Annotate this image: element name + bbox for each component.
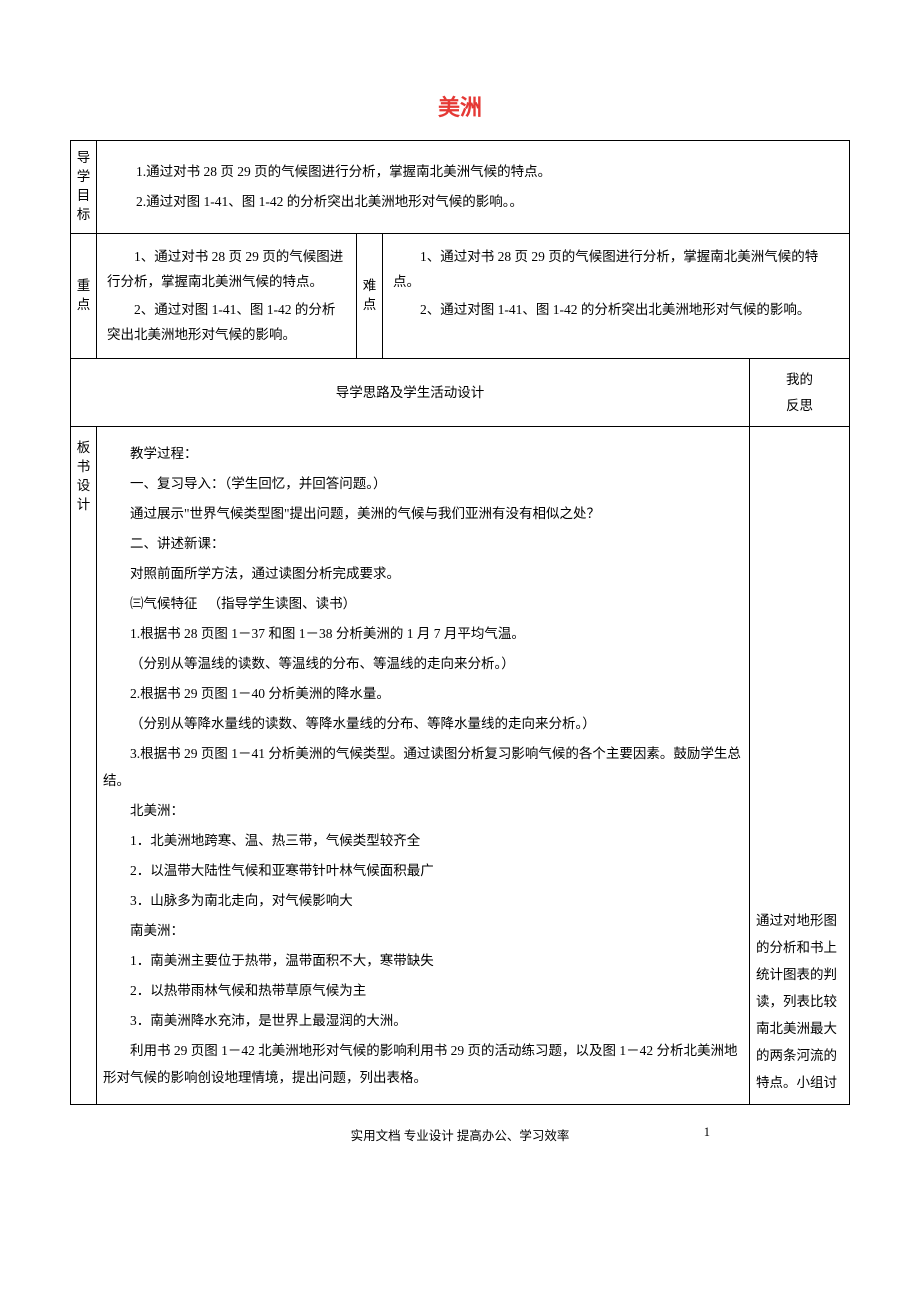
content-line: 对照前面所学方法，通过读图分析完成要求。 [103,560,743,587]
difficulties-content: 1、通过对书 28 页 29 页的气候图进行分析，掌握南北美洲气候的特点。 2、… [383,233,850,359]
board-design-label: 板书设计 [71,427,97,1105]
content-line: 北美洲： [103,797,743,824]
content-line: （分别从等降水量线的读数、等降水量线的分布、等降水量线的走向来分析。） [103,710,743,737]
footer-text: 实用文档 专业设计 提高办公、学习效率 [351,1129,570,1143]
keypoint-1: 1、通过对书 28 页 29 页的气候图进行分析，掌握南北美洲气候的特点。 [107,244,346,295]
footer: 实用文档 专业设计 提高办公、学习效率 1 [70,1125,850,1144]
difficulties-label: 难点 [357,233,383,359]
objective-2: 2.通过对图 1-41、图 1-42 的分析突出北美洲地形对气候的影响。。 [109,189,837,215]
design-header: 导学思路及学生活动设计 [71,359,750,427]
content-line: 3．南美洲降水充沛，是世界上最湿润的大洲。 [103,1007,743,1034]
content-line: 南美洲： [103,917,743,944]
teaching-content: 教学过程： 一、复习导入：（学生回忆，并回答问题。） 通过展示"世界气候类型图"… [97,427,750,1105]
reflection-content: 通过对地形图的分析和书上统计图表的判读，列表比较南北美洲最大的两条河流的特点。小… [750,427,850,1105]
objective-1: 1.通过对书 28 页 29 页的气候图进行分析，掌握南北美洲气候的特点。 [109,159,837,185]
keypoint-2: 2、通过对图 1-41、图 1-42 的分析突出北美洲地形对气候的影响。 [107,297,346,348]
content-line: 3.根据书 29 页图 1－41 分析美洲的气候类型。通过读图分析复习影响气候的… [103,740,743,794]
objectives-label: 导学目标 [71,141,97,234]
content-line: 2.根据书 29 页图 1－40 分析美洲的降水量。 [103,680,743,707]
points-row: 重点 1、通过对书 28 页 29 页的气候图进行分析，掌握南北美洲气候的特点。… [71,233,850,359]
content-line: ㈢气候特征 （指导学生读图、读书） [103,590,743,617]
difficulty-2: 2、通过对图 1-41、图 1-42 的分析突出北美洲地形对气候的影响。 [393,297,839,323]
page-number: 1 [704,1125,710,1140]
objectives-content: 1.通过对书 28 页 29 页的气候图进行分析，掌握南北美洲气候的特点。 2.… [97,141,850,234]
content-line: 2．以热带雨林气候和热带草原气候为主 [103,977,743,1004]
content-line: 一、复习导入：（学生回忆，并回答问题。） [103,470,743,497]
difficulty-1: 1、通过对书 28 页 29 页的气候图进行分析，掌握南北美洲气候的特点。 [393,244,839,295]
reflection-header: 我的反思 [750,359,850,427]
keypoints-label: 重点 [71,233,97,359]
lesson-plan-table: 导学目标 1.通过对书 28 页 29 页的气候图进行分析，掌握南北美洲气候的特… [70,140,850,1105]
content-line: （分别从等温线的读数、等温线的分布、等温线的走向来分析。） [103,650,743,677]
content-line: 3．山脉多为南北走向，对气候影响大 [103,887,743,914]
content-line: 二、讲述新课： [103,530,743,557]
objectives-row: 导学目标 1.通过对书 28 页 29 页的气候图进行分析，掌握南北美洲气候的特… [71,141,850,234]
headers-row: 导学思路及学生活动设计 我的反思 [71,359,850,427]
keypoints-content: 1、通过对书 28 页 29 页的气候图进行分析，掌握南北美洲气候的特点。 2、… [97,233,357,359]
content-line: 1.根据书 28 页图 1－37 和图 1－38 分析美洲的 1 月 7 月平均… [103,620,743,647]
content-line: 1．北美洲地跨寒、温、热三带，气候类型较齐全 [103,827,743,854]
content-row: 板书设计 教学过程： 一、复习导入：（学生回忆，并回答问题。） 通过展示"世界气… [71,427,850,1105]
page-title: 美洲 [70,90,850,122]
content-line: 通过展示"世界气候类型图"提出问题，美洲的气候与我们亚洲有没有相似之处？ [103,500,743,527]
content-line: 1．南美洲主要位于热带，温带面积不大，寒带缺失 [103,947,743,974]
content-line: 利用书 29 页图 1－42 北美洲地形对气候的影响利用书 29 页的活动练习题… [103,1037,743,1091]
content-line: 教学过程： [103,440,743,467]
content-line: 2．以温带大陆性气候和亚寒带针叶林气候面积最广 [103,857,743,884]
